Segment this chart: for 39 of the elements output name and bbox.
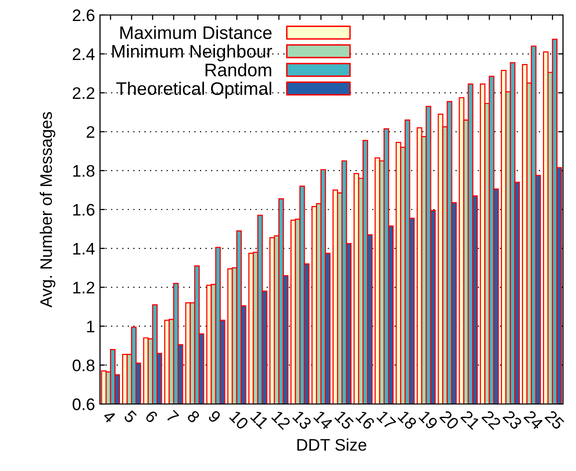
x-tick-label: 13 (292, 410, 312, 430)
y-tick-label: 2 (86, 126, 94, 138)
x-tick-label: 4 (102, 410, 116, 424)
y-tick-label: 1.2 (73, 282, 94, 294)
x-tick-label: 12 (271, 410, 292, 430)
y-tick-label: 2.6 (72, 9, 94, 22)
x-tick-label: 25 (544, 410, 565, 430)
x-tick-label: 24 (523, 410, 544, 430)
y-axis-title: Avg. Number of Messages (40, 112, 56, 308)
x-tick-label: 15 (334, 410, 354, 430)
y-tick-label: 1.6 (73, 204, 94, 216)
x-tick-label: 17 (376, 410, 396, 430)
x-tick-label: 10 (229, 410, 250, 430)
x-tick-label: 9 (208, 410, 222, 424)
x-tick-label: 22 (481, 410, 502, 430)
x-tick-label: 19 (418, 410, 438, 430)
y-tick-label: 1 (87, 320, 94, 332)
x-axis-title: DDT Size (297, 438, 366, 451)
y-tick-label: 2.2 (72, 87, 94, 99)
y-tick-label: 1.4 (73, 242, 95, 254)
x-tick-label: 23 (502, 410, 523, 430)
y-tick-label: 0.6 (72, 398, 94, 410)
x-tick-label: 8 (186, 410, 200, 424)
legend-label: Minimum Neighbour (112, 44, 272, 62)
x-tick-label: 18 (397, 410, 418, 430)
x-tick-label: 14 (313, 410, 334, 430)
legend-label: Theoretical Optimal (116, 82, 272, 99)
x-tick-label: 21 (460, 410, 481, 430)
y-tick-label: 2.4 (72, 48, 95, 60)
x-tick-label: 11 (250, 410, 270, 430)
y-tick-label: 0.8 (72, 360, 94, 372)
y-tick-label: 1.8 (73, 165, 94, 177)
legend-label: Random (206, 63, 272, 76)
x-tick-label: 6 (144, 410, 158, 424)
x-tick-label: 7 (166, 410, 180, 424)
legend-label: Maximum Distance (120, 26, 272, 40)
x-tick-label: 16 (355, 410, 376, 430)
x-tick-label: 5 (123, 410, 138, 424)
x-tick-label: 20 (439, 410, 460, 430)
